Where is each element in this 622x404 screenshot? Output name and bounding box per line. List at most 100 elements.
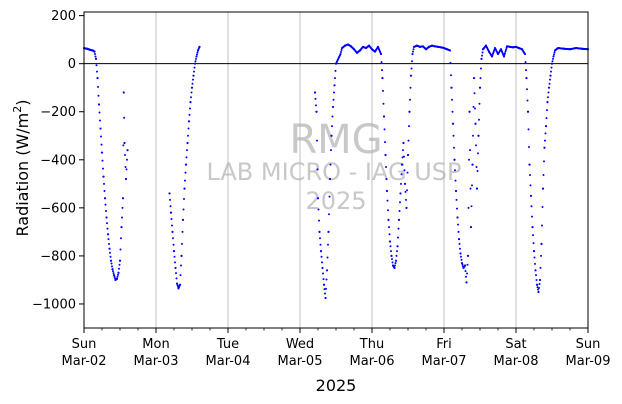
data-point <box>321 266 324 270</box>
data-point <box>195 57 197 60</box>
data-point <box>471 163 474 166</box>
data-point <box>391 258 393 261</box>
data-point <box>180 254 183 258</box>
data-point <box>103 190 106 193</box>
data-point <box>115 277 119 280</box>
data-point <box>315 104 317 107</box>
data-point <box>403 182 407 185</box>
data-point <box>190 86 194 89</box>
y-axis-ticks: 200 0 −200 −400 −600 −800 −1000 <box>32 9 84 312</box>
data-point <box>124 177 128 181</box>
data-point <box>408 125 410 128</box>
data-point <box>123 116 126 119</box>
data-point <box>472 134 474 137</box>
data-point <box>535 283 539 286</box>
data-point <box>409 74 413 77</box>
data-point <box>329 163 332 166</box>
data-point <box>100 143 103 146</box>
data-point <box>179 274 182 277</box>
data-point <box>385 189 389 193</box>
data-point <box>404 190 407 193</box>
data-point <box>187 120 191 123</box>
watermark-title: RMG <box>289 117 382 163</box>
data-point <box>331 125 333 128</box>
data-point <box>534 262 536 265</box>
data-point <box>175 282 179 285</box>
data-point <box>117 273 119 276</box>
data-point <box>94 53 96 56</box>
data-point <box>106 233 110 236</box>
data-point <box>394 259 398 262</box>
data-point <box>180 264 182 267</box>
data-point <box>450 74 452 77</box>
data-point <box>457 230 460 233</box>
data-point <box>394 264 396 267</box>
data-point <box>532 250 536 253</box>
x-tick-date: Mar-07 <box>422 354 467 369</box>
data-point <box>198 45 201 48</box>
data-point <box>340 49 343 52</box>
data-point <box>452 134 455 137</box>
data-point <box>534 269 537 272</box>
data-point <box>528 163 531 166</box>
data-point <box>537 288 539 291</box>
data-point <box>95 64 98 67</box>
data-point <box>386 199 389 202</box>
data-point <box>194 60 197 63</box>
x-tick-date: Mar-03 <box>134 354 179 369</box>
data-point <box>173 255 176 258</box>
data-point <box>405 198 407 201</box>
data-point <box>111 268 114 271</box>
data-point <box>328 195 331 198</box>
data-point <box>331 115 334 118</box>
data-point <box>109 259 113 262</box>
data-point <box>448 49 452 52</box>
data-point <box>316 168 319 171</box>
data-point <box>169 198 171 201</box>
data-point <box>104 203 107 206</box>
data-point <box>97 85 99 88</box>
data-point <box>463 264 467 267</box>
data-point <box>123 141 126 145</box>
data-point <box>550 70 552 73</box>
x-tick-day: Thu <box>359 337 384 352</box>
data-point <box>551 60 554 63</box>
data-point <box>318 230 321 233</box>
y-tick-label: 200 <box>51 9 76 24</box>
data-point <box>505 48 507 51</box>
data-point <box>412 50 414 53</box>
data-point <box>320 255 323 258</box>
data-point <box>531 225 534 229</box>
data-point <box>319 237 321 240</box>
data-point <box>168 192 171 195</box>
x-tick-day: Tue <box>216 337 239 352</box>
y-tick-label: −200 <box>40 105 76 120</box>
data-point <box>472 76 476 80</box>
data-point <box>547 96 549 99</box>
data-point <box>101 159 104 162</box>
data-point <box>186 149 188 152</box>
data-point <box>395 254 398 257</box>
data-point <box>544 125 548 128</box>
data-point <box>317 208 320 211</box>
data-point <box>460 262 464 265</box>
data-point <box>384 153 387 157</box>
data-point <box>108 247 111 250</box>
y-tick-label: −600 <box>40 201 76 216</box>
data-point <box>401 156 404 159</box>
data-point <box>174 266 177 270</box>
data-point <box>112 272 115 275</box>
data-point <box>480 67 482 70</box>
x-tick-day: Sun <box>72 337 97 352</box>
data-point <box>451 110 454 113</box>
data-point <box>406 171 409 174</box>
data-point <box>178 283 182 286</box>
data-point <box>105 210 107 213</box>
data-point <box>529 174 531 177</box>
data-point <box>504 52 506 55</box>
data-point <box>181 218 185 221</box>
data-point <box>118 267 120 270</box>
data-point <box>97 103 101 106</box>
data-point <box>325 287 327 290</box>
